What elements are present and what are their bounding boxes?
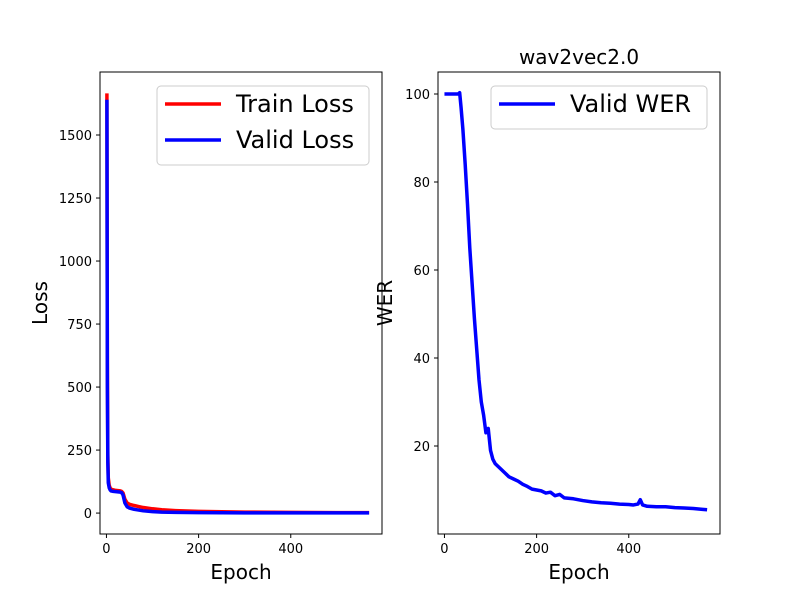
loss-y-tick-label: 1000 (59, 255, 92, 270)
wer-y-tick-label: 40 (413, 352, 430, 367)
loss-y-axis-label: Loss (28, 281, 52, 325)
wer-y-tick-label: 100 (405, 88, 430, 103)
wer-x-axis-label: Epoch (548, 560, 609, 584)
loss-subplot: 0 200 400 0 250 500 750 1000 1250 1500 Epoch Loss Tr… (28, 71, 383, 584)
wer-x-tick-label: 200 (524, 542, 549, 557)
loss-x-tick-label: 400 (278, 542, 303, 557)
wer-chart-title: wav2vec2.0 (519, 45, 639, 69)
loss-y-tick-label: 0 (84, 507, 92, 522)
wer-y-axis-label: WER (373, 280, 397, 326)
loss-legend-label: Valid Loss (236, 126, 354, 154)
loss-y-tick-label: 750 (67, 318, 92, 333)
wer-x-tick-label: 0 (440, 542, 448, 557)
loss-x-axis-label: Epoch (210, 560, 271, 584)
wer-subplot: 0 200 400 20 40 60 80 100 Epoch WER wav2vec2.0 Vali… (373, 45, 721, 584)
wer-x-tick-label: 400 (616, 542, 641, 557)
loss-x-tick-label: 200 (186, 542, 211, 557)
loss-x-tick-label: 0 (102, 542, 110, 557)
loss-legend-label: Train Loss (235, 90, 354, 118)
loss-y-tick-label: 1250 (59, 192, 92, 207)
loss-y-tick-label: 1500 (59, 129, 92, 144)
wer-axes-frame (437, 71, 721, 535)
wer-y-tick-label: 80 (413, 176, 430, 191)
wer-series-valid-wer (444, 90, 708, 512)
loss-series-valid-loss (105, 99, 370, 515)
wer-y-tick-label: 20 (413, 440, 430, 455)
loss-y-tick-label: 500 (67, 381, 92, 396)
wer-y-tick-label: 60 (413, 264, 430, 279)
loss-y-tick-label: 250 (67, 444, 92, 459)
wer-legend-label: Valid WER (570, 90, 691, 118)
loss-axes-frame (99, 71, 383, 535)
wer-legend (490, 85, 708, 130)
